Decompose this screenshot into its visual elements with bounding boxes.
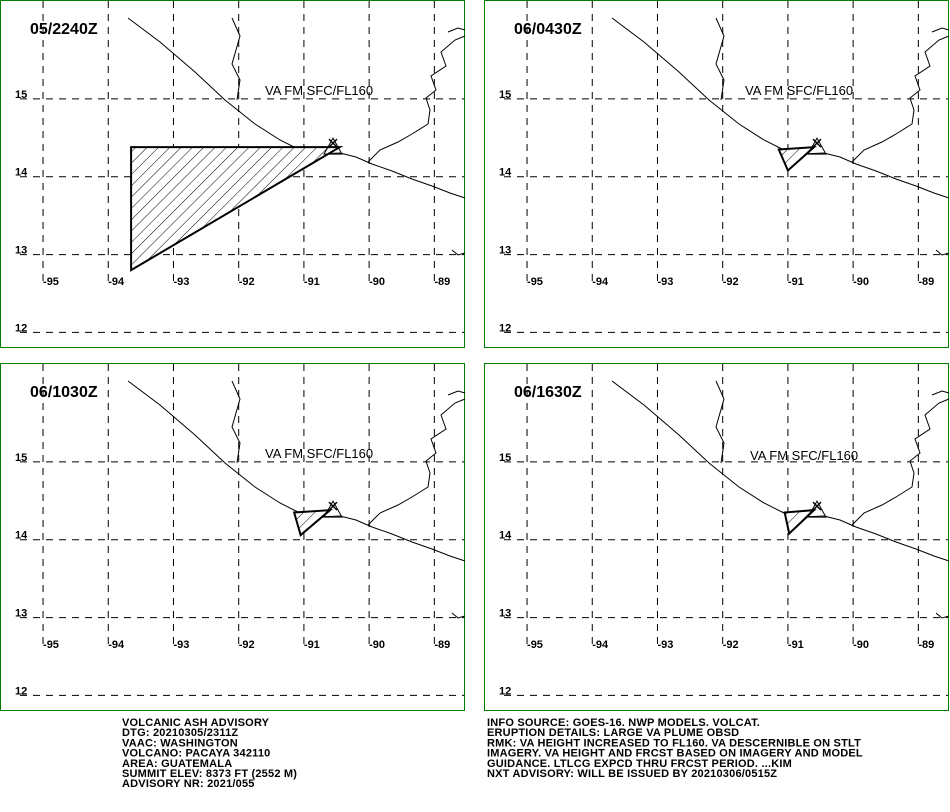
ash-area bbox=[130, 146, 344, 272]
lon-tick-label: -89 bbox=[918, 276, 934, 288]
lat-tick-label: 14 bbox=[15, 167, 28, 179]
advisory-line: VOLCANIC ASH ADVISORY bbox=[122, 717, 270, 729]
lon-tick-label: -94 bbox=[592, 639, 609, 651]
volcano-x bbox=[328, 501, 338, 511]
advisory-line: DTG: 20210305/2311Z bbox=[122, 727, 238, 739]
lon-tick-label: -90 bbox=[853, 639, 869, 651]
lat-tick-label: 13 bbox=[499, 245, 511, 257]
ash-area bbox=[292, 508, 333, 537]
lon-tick-label: -92 bbox=[239, 639, 255, 651]
ash-label: VA FM SFC/FL160 bbox=[750, 448, 858, 463]
volcano-marker bbox=[323, 500, 343, 518]
lat-tick-label: 15 bbox=[15, 452, 27, 464]
lat-tick-label: 12 bbox=[15, 322, 27, 334]
volcano-marker bbox=[807, 500, 827, 518]
lat-tick-label: 14 bbox=[499, 530, 512, 542]
advisory-line: SUMMIT ELEV: 8373 FT (2552 M) bbox=[122, 768, 297, 780]
lon-tick-label: -92 bbox=[239, 276, 255, 288]
lon-tick-label: -90 bbox=[369, 276, 385, 288]
advisory-line: INFO SOURCE: GOES-16. NWP MODELS. VOLCAT… bbox=[487, 717, 760, 729]
map-panel: -95 -94 -93 -92 -91 -90 -89 12 13 14 15 06/0430Z VA … bbox=[484, 0, 950, 348]
lat-tick-label: 14 bbox=[15, 530, 28, 542]
lon-tick-label: -91 bbox=[788, 276, 804, 288]
lon-tick-label: -93 bbox=[173, 276, 189, 288]
lat-tick-label: 12 bbox=[499, 685, 511, 697]
lat-tick-label: 15 bbox=[499, 452, 511, 464]
lon-tick-label: -95 bbox=[527, 639, 543, 651]
advisory-line: IMAGERY. VA HEIGHT AND FRCST BASED ON IM… bbox=[487, 748, 863, 760]
panel-frame bbox=[484, 363, 949, 711]
lon-tick-label: -90 bbox=[853, 276, 869, 288]
advisory-line: NXT ADVISORY: WILL BE ISSUED BY 20210306… bbox=[487, 768, 777, 780]
lat-tick-label: 15 bbox=[499, 89, 511, 101]
volcano-marker bbox=[323, 137, 343, 155]
lon-tick-label: -91 bbox=[304, 639, 320, 651]
valid-time: 06/1630Z bbox=[514, 384, 582, 401]
map-panel: -95 -94 -93 -92 -91 -90 -89 12 13 14 15 06/1630Z VA … bbox=[484, 363, 950, 711]
lon-tick-label: -95 bbox=[43, 639, 59, 651]
lat-tick-label: 13 bbox=[15, 608, 27, 620]
advisory-line: VAAC: WASHINGTON bbox=[122, 737, 238, 749]
lat-tick-label: 15 bbox=[15, 89, 27, 101]
volcano-marker bbox=[807, 137, 827, 155]
advisory-line: VOLCANO: PACAYA 342110 bbox=[122, 748, 270, 760]
advisory-line: ADVISORY NR: 2021/055 bbox=[122, 778, 255, 790]
lon-tick-label: -92 bbox=[723, 276, 739, 288]
volcano-x bbox=[812, 501, 822, 511]
lon-tick-label: -91 bbox=[788, 639, 804, 651]
panel-frame bbox=[0, 363, 465, 711]
lat-tick-label: 13 bbox=[499, 608, 511, 620]
valid-time: 06/1030Z bbox=[30, 384, 98, 401]
valid-time: 06/0430Z bbox=[514, 21, 582, 38]
lon-tick-label: -94 bbox=[108, 276, 125, 288]
lon-tick-label: -90 bbox=[369, 639, 385, 651]
lat-tick-label: 13 bbox=[15, 245, 27, 257]
ash-label: VA FM SFC/FL160 bbox=[265, 83, 373, 98]
volcano-x bbox=[812, 138, 822, 148]
ash-label: VA FM SFC/FL160 bbox=[745, 83, 853, 98]
ash-area bbox=[783, 508, 817, 536]
lon-tick-label: -91 bbox=[304, 276, 320, 288]
lon-tick-label: -89 bbox=[434, 276, 450, 288]
lon-tick-label: -94 bbox=[108, 639, 125, 651]
advisory-line: AREA: GUATEMALA bbox=[122, 758, 232, 770]
advisory-line: RMK: VA HEIGHT INCREASED TO FL160. VA DE… bbox=[487, 737, 861, 749]
lon-tick-label: -93 bbox=[657, 276, 673, 288]
ash-area bbox=[777, 145, 817, 173]
valid-time: 05/2240Z bbox=[30, 21, 98, 38]
advisory-line: ERUPTION DETAILS: LARGE VA PLUME OBSD bbox=[487, 727, 739, 739]
lon-tick-label: -92 bbox=[723, 639, 739, 651]
lat-tick-label: 12 bbox=[499, 322, 511, 334]
lat-tick-label: 12 bbox=[15, 685, 27, 697]
advisory-line: GUIDANCE. LTLCG EXPCD THRU FRCST PERIOD.… bbox=[487, 758, 792, 770]
lon-tick-label: -93 bbox=[657, 639, 673, 651]
lon-tick-label: -95 bbox=[527, 276, 543, 288]
lon-tick-label: -95 bbox=[43, 276, 59, 288]
lon-tick-label: -94 bbox=[592, 276, 609, 288]
lat-tick-label: 14 bbox=[499, 167, 512, 179]
map-panel: -95 -94 -93 -92 -91 -90 -89 12 13 14 15 06/1030Z VA … bbox=[0, 363, 466, 711]
panel-frame bbox=[484, 0, 949, 348]
volcano-x bbox=[328, 138, 338, 148]
lon-tick-label: -93 bbox=[173, 639, 189, 651]
map-panel: -95 -94 -93 -92 -91 -90 -89 12 13 14 15 05/2240Z VA … bbox=[0, 0, 466, 348]
lon-tick-label: -89 bbox=[434, 639, 450, 651]
lon-tick-label: -89 bbox=[918, 639, 934, 651]
ash-label: VA FM SFC/FL160 bbox=[265, 446, 373, 461]
